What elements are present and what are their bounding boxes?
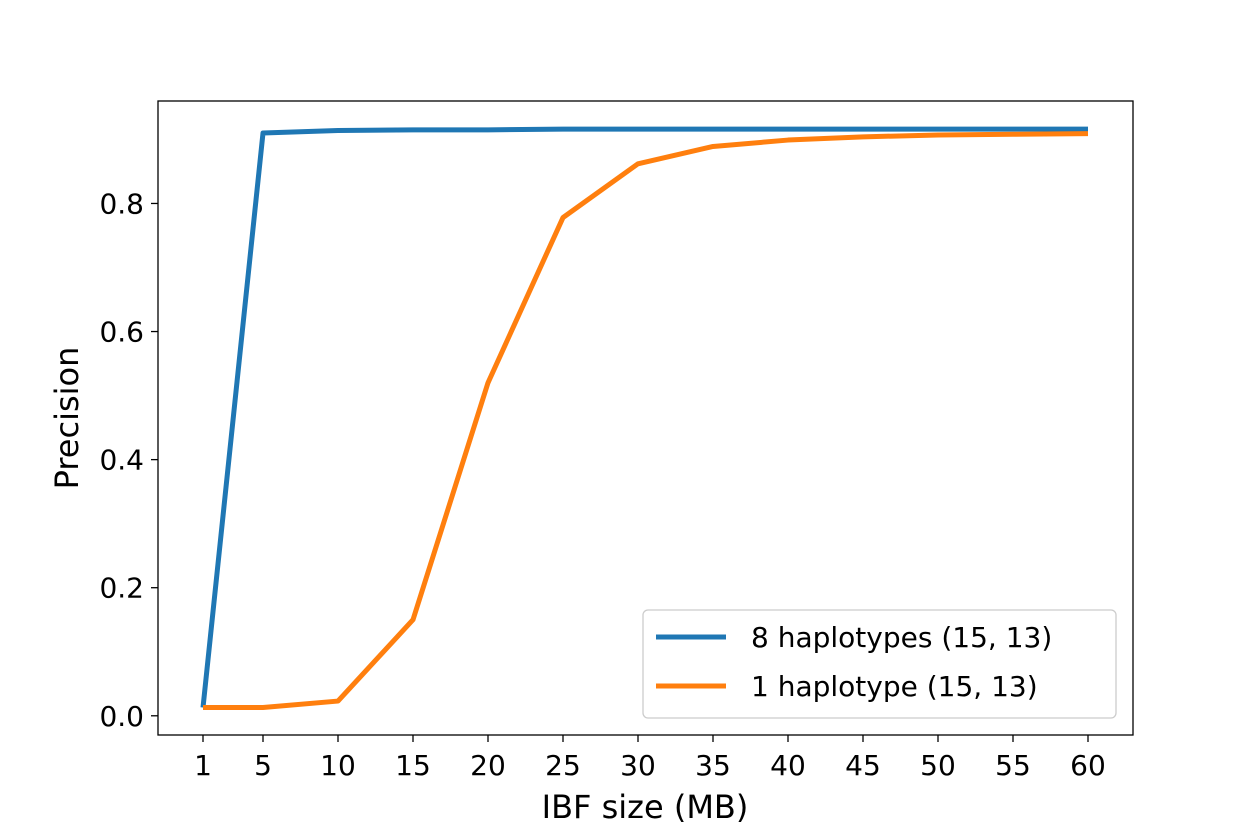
x-tick-label: 15	[395, 749, 431, 782]
x-tick-label: 60	[1070, 749, 1106, 782]
y-axis-label: Precision	[48, 347, 86, 490]
x-tick-label: 30	[620, 749, 656, 782]
series-line-0	[200, 126, 1088, 708]
x-axis: 1 5 10 15 20 25 30 35 40 45 50 55 60	[194, 735, 1106, 782]
x-tick-label: 20	[470, 749, 506, 782]
x-tick-label: 35	[695, 749, 731, 782]
plot-frame	[157, 100, 1134, 736]
x-axis-label: IBF size (MB)	[542, 788, 749, 826]
x-tick-label: 1	[194, 749, 212, 782]
y-tick-label: 0.4	[99, 444, 144, 477]
legend-frame	[642, 609, 1117, 719]
x-tick-label: 40	[770, 749, 806, 782]
y-tick-label: 0.2	[99, 572, 144, 605]
legend-label-1-haplotype: 1 haplotype (15, 13)	[751, 670, 1038, 703]
legend: 8 haplotypes (15, 13) 1 haplotype (15, 1…	[642, 609, 1117, 719]
x-tick-label: 25	[545, 749, 581, 782]
x-tick-label: 45	[845, 749, 881, 782]
x-tick-label: 55	[995, 749, 1031, 782]
x-tick-label: 5	[254, 749, 272, 782]
y-axis: 0.0 0.2 0.4 0.6 0.8	[99, 187, 158, 733]
plot-lines	[200, 126, 1089, 710]
y-tick-label: 0.8	[99, 187, 144, 220]
x-tick-label: 10	[320, 749, 356, 782]
x-tick-label: 50	[920, 749, 956, 782]
series-line-1	[203, 131, 1089, 710]
y-tick-label: 0.6	[99, 316, 144, 349]
legend-label-8-haplotypes: 8 haplotypes (15, 13)	[751, 621, 1052, 654]
y-tick-label: 0.0	[99, 700, 144, 733]
